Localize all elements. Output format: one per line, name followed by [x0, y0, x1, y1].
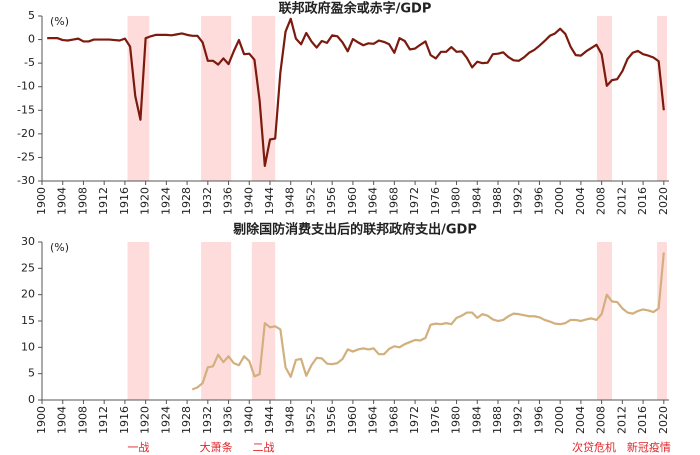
x-tick-label: 2016: [636, 187, 649, 215]
x-tick-label: 1932: [201, 187, 214, 215]
y-tick-label: -20: [17, 127, 35, 140]
x-tick-label: 1952: [304, 187, 317, 215]
x-tick-label: 1940: [242, 187, 255, 215]
x-tick-label: 1924: [159, 406, 172, 434]
x-tick-label: 1960: [346, 406, 359, 434]
x-tick-label: 1904: [56, 187, 69, 215]
chart-title: 剔除国防消费支出后的联邦政府支出/GDP: [232, 222, 477, 238]
y-tick-label: 25: [21, 261, 35, 274]
x-tick-label: 1992: [512, 187, 525, 215]
x-tick-label: 1944: [263, 187, 276, 215]
x-tick-label: 2000: [553, 187, 566, 215]
x-tick-label: 1916: [118, 406, 131, 434]
x-tick-label: 1968: [387, 406, 400, 434]
data-line: [191, 252, 665, 391]
x-tick-label: 1940: [242, 406, 255, 434]
x-tick-label: 1908: [76, 187, 89, 215]
x-tick-label: 1988: [491, 406, 504, 434]
y-tick-label: -30: [17, 174, 35, 187]
x-tick-label: 1936: [222, 406, 235, 434]
x-tick-label: 1972: [408, 406, 421, 434]
x-tick-label: 1900: [35, 187, 48, 215]
x-tick-label: 2012: [615, 406, 628, 434]
x-tick-label: 1976: [429, 187, 442, 215]
y-tick-label: -25: [17, 150, 35, 163]
shaded-period: [596, 16, 612, 181]
x-tick-label: 1976: [429, 406, 442, 434]
y-tick-label: -5: [24, 56, 35, 69]
x-tick-label: 1948: [284, 406, 297, 434]
x-tick-label: 1988: [491, 187, 504, 215]
y-tick-label: 5: [28, 9, 35, 22]
x-tick-label: 2004: [574, 406, 587, 434]
x-tick-label: 1932: [201, 406, 214, 434]
x-tick-label: 1920: [139, 187, 152, 215]
y-tick-label: -15: [17, 103, 35, 116]
x-tick-label: 1924: [159, 187, 172, 215]
period-label: 次贷危机: [572, 440, 616, 454]
x-tick-label: 2008: [595, 406, 608, 434]
x-tick-label: 1928: [180, 406, 193, 434]
x-tick-label: 1968: [387, 187, 400, 215]
x-tick-label: 1984: [470, 406, 483, 434]
x-tick-label: 1916: [118, 187, 131, 215]
y-axis-label: (%): [50, 15, 69, 28]
x-tick-label: 1920: [139, 406, 152, 434]
y-tick-label: 0: [28, 33, 35, 46]
x-tick-label: 2000: [553, 406, 566, 434]
shaded-period: [127, 242, 150, 400]
shaded-period: [657, 242, 667, 400]
x-tick-label: 1960: [346, 187, 359, 215]
shaded-period: [596, 242, 612, 400]
x-tick-label: 1944: [263, 406, 276, 434]
x-tick-label: 2004: [574, 187, 587, 215]
x-tick-label: 1964: [367, 406, 380, 434]
x-tick-label: 1912: [97, 187, 110, 215]
shaded-period: [251, 242, 276, 400]
x-tick-label: 1996: [532, 406, 545, 434]
x-tick-label: 1996: [532, 187, 545, 215]
x-tick-label: 1904: [56, 406, 69, 434]
x-tick-label: 2016: [636, 406, 649, 434]
period-label: 二战: [253, 441, 275, 454]
x-tick-label: 2008: [595, 187, 608, 215]
y-tick-label: -10: [17, 80, 35, 93]
data-line: [47, 17, 665, 168]
x-tick-label: 1980: [450, 187, 463, 215]
x-tick-label: 1908: [76, 406, 89, 434]
y-tick-label: 30: [21, 235, 35, 248]
y-tick-label: 15: [21, 314, 35, 327]
y-axis-label: (%): [50, 241, 69, 254]
x-tick-label: 1984: [470, 187, 483, 215]
y-tick-label: 5: [28, 367, 35, 380]
x-tick-label: 1964: [367, 187, 380, 215]
period-label: 新冠疫情: [627, 440, 671, 454]
x-tick-label: 1980: [450, 406, 463, 434]
x-tick-label: 2020: [657, 406, 670, 434]
period-label: 大萧条: [200, 440, 233, 454]
x-tick-label: 1900: [35, 406, 48, 434]
x-tick-label: 1952: [304, 406, 317, 434]
y-tick-label: 0: [28, 393, 35, 406]
x-tick-label: 2020: [657, 187, 670, 215]
x-tick-label: 1936: [222, 187, 235, 215]
x-tick-label: 1912: [97, 406, 110, 434]
y-tick-label: 10: [21, 340, 35, 353]
period-label: 一战: [127, 441, 149, 454]
x-tick-label: 2012: [615, 187, 628, 215]
x-tick-label: 1956: [325, 187, 338, 215]
x-tick-label: 1928: [180, 187, 193, 215]
x-tick-label: 1956: [325, 406, 338, 434]
x-tick-label: 1972: [408, 187, 421, 215]
shaded-period: [201, 16, 232, 181]
y-tick-label: 20: [21, 288, 35, 301]
x-tick-label: 1948: [284, 187, 297, 215]
chart-title: 联邦政府盈余或赤字/GDP: [279, 1, 432, 17]
x-tick-label: 1992: [512, 406, 525, 434]
